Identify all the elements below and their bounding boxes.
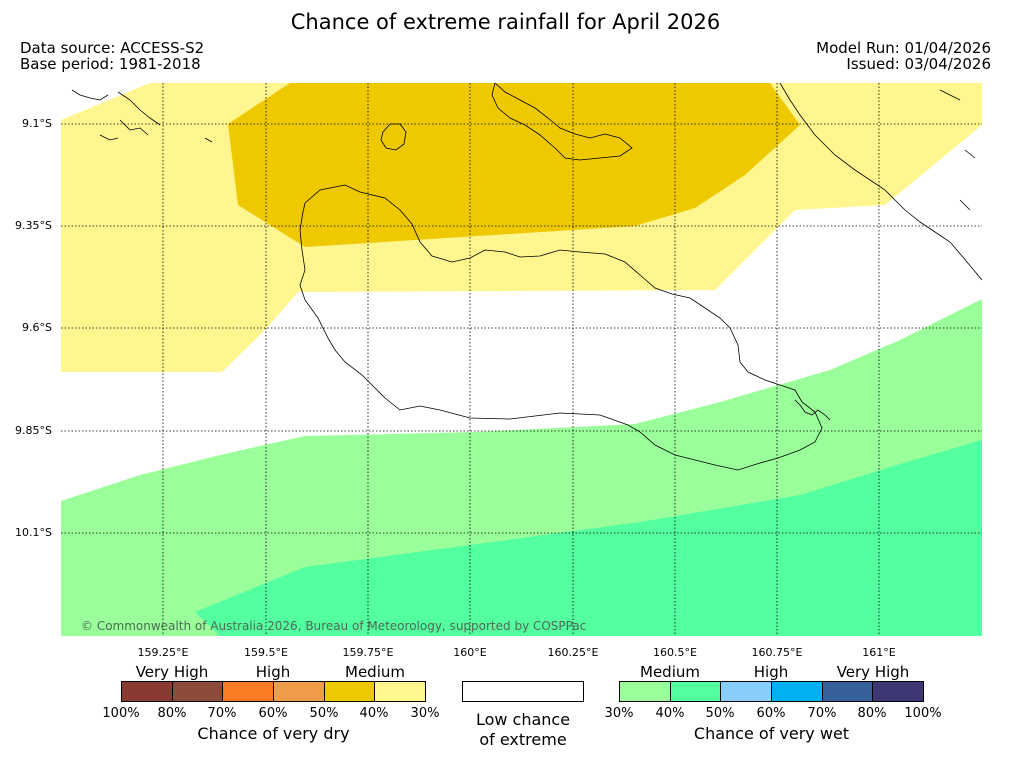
low-chance-label: Low chance of extreme (443, 710, 603, 750)
meta-right: Model Run: 01/04/2026 Issued: 03/04/2026 (816, 40, 991, 72)
dry-percent-label: 100% (102, 706, 140, 721)
islets-north-west (71, 89, 213, 143)
lon-tick-label: 159.25°E (137, 646, 189, 659)
dry-swatch (122, 682, 173, 701)
wet-category-label: Very High (836, 663, 910, 681)
lat-tick-label: 9.85°S (15, 424, 52, 437)
wet-swatch (721, 682, 773, 701)
dry-legend-title: Chance of very dry (197, 724, 350, 743)
lat-tick-label: 10.1°S (15, 526, 52, 539)
probability-fields (61, 83, 982, 636)
dry-swatch (324, 682, 376, 701)
lon-tick-label: 160.25°E (547, 646, 599, 659)
data-source: Data source: ACCESS-S2 (20, 39, 205, 57)
wet-swatch (772, 682, 823, 701)
lat-tick-label: 9.35°S (15, 219, 52, 232)
lon-tick-label: 161°E (862, 646, 896, 659)
dry-category-label: High (255, 663, 291, 681)
low-chance-line-2: of extreme (479, 730, 567, 749)
dry-swatch (375, 682, 426, 701)
issued-date: Issued: 03/04/2026 (846, 55, 991, 73)
meta-left: Data source: ACCESS-S2 Base period: 1981… (20, 40, 204, 72)
dry-swatch (172, 682, 224, 701)
low-chance-line-1: Low chance (475, 710, 571, 729)
wet-percent-label: 30% (604, 706, 634, 721)
dry-percent-label: 60% (258, 706, 288, 721)
lon-tick-label: 159.5°E (244, 646, 288, 659)
lat-tick-label: 9.1°S (22, 117, 52, 130)
map-title: Chance of extreme rainfall for April 202… (290, 10, 721, 34)
wet-category-label: Medium (640, 663, 700, 681)
wet-colorbar (619, 681, 924, 702)
island-north-east-coastline (779, 83, 982, 281)
wet-percent-label: 60% (756, 706, 786, 721)
small-island-coastline (380, 123, 407, 151)
wet-high-field (195, 440, 982, 636)
dry-category-label: Very High (135, 663, 209, 681)
lon-tick-label: 159.75°E (342, 646, 394, 659)
wet-swatch (822, 682, 874, 701)
dry-swatch (223, 682, 275, 701)
lon-tick-label: 160.75°E (751, 646, 803, 659)
islets-south-east (794, 399, 831, 421)
dry-percent-label: 80% (157, 706, 187, 721)
wet-percent-label: 80% (857, 706, 887, 721)
copyright-notice: © Commonwealth of Australia 2026, Bureau… (81, 619, 587, 633)
model-run: Model Run: 01/04/2026 (816, 39, 991, 57)
islets-north-east (939, 89, 976, 211)
wet-category-label: High (753, 663, 789, 681)
wet-legend-title: Chance of very wet (693, 724, 850, 743)
wet-percent-label: 40% (655, 706, 685, 721)
dry-swatch (274, 682, 325, 701)
lon-tick-label: 160°E (453, 646, 487, 659)
island-north-coastline (491, 83, 633, 161)
low-chance-swatch (462, 681, 584, 702)
dry-percent-label: 50% (309, 706, 339, 721)
wet-swatch (620, 682, 671, 701)
wet-percent-label: 70% (807, 706, 837, 721)
dry-colorbar (121, 681, 426, 702)
wet-swatch (670, 682, 722, 701)
dry-percent-label: 40% (359, 706, 389, 721)
base-period: Base period: 1981-2018 (20, 55, 201, 73)
lon-tick-label: 160.5°E (653, 646, 697, 659)
coastlines (71, 83, 982, 471)
dry-category-label: Medium (345, 663, 405, 681)
wet-percent-label: 50% (705, 706, 735, 721)
dry-percent-label: 30% (410, 706, 440, 721)
graticule (61, 83, 982, 636)
lat-tick-label: 9.6°S (22, 321, 52, 334)
wet-swatch (873, 682, 924, 701)
wet-percent-label: 100% (904, 706, 942, 721)
dry-percent-label: 70% (207, 706, 237, 721)
